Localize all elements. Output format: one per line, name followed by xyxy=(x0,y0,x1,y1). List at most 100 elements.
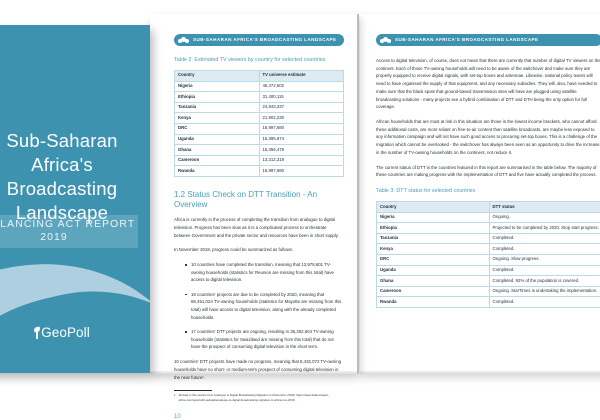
report-cover: Sub-Saharan Africa's Broadcasting Landsc… xyxy=(0,25,150,373)
cell-dtt-status: Completed. xyxy=(489,233,600,244)
table3-col-status: DTT status xyxy=(489,202,600,213)
cell-country: Uganda xyxy=(175,134,260,145)
page-right: SUB-SAHARAN AFRICA'S BROADCASTING LANDSC… xyxy=(360,14,600,374)
cell-dtt-status: Ongoing. xyxy=(489,212,600,223)
table-header-row: Country DTT status xyxy=(377,202,600,213)
table-header-row: Country TV universe estimate xyxy=(175,71,344,82)
bullet-item: 19 countries' projects are due to be com… xyxy=(186,291,344,322)
footnote-number: 1 xyxy=(174,393,176,402)
footnote-text: All data in this section from Analogue t… xyxy=(179,393,344,402)
page-shadow-right xyxy=(360,371,600,374)
left-paragraph-2: In November 2018, progress could be summ… xyxy=(174,246,344,254)
running-header-left: SUB-SAHARAN AFRICA'S BROADCASTING LANDSC… xyxy=(174,34,344,46)
running-header-label: SUB-SAHARAN AFRICA'S BROADCASTING LANDSC… xyxy=(395,38,539,43)
cell-tv-estimate: 31,400,115 xyxy=(259,92,344,103)
cell-country: Cameroon xyxy=(377,286,490,297)
bullet-item: 17 countries' DTT projects are ongoing, … xyxy=(186,328,344,351)
cell-country: DRC xyxy=(175,123,260,134)
cell-country: Rwanda xyxy=(377,297,490,308)
cell-dtt-status: Completed. xyxy=(489,244,600,255)
cell-dtt-status: Ongoing. Slow progress. xyxy=(489,255,600,266)
cover-subtitle: A BALANCING ACT REPORT 2019 xyxy=(0,215,138,248)
cloud-icon xyxy=(380,37,391,44)
cell-country: DRC xyxy=(377,255,490,266)
cell-dtt-status: Completed. xyxy=(489,297,600,308)
cell-country: Tanzania xyxy=(175,102,260,113)
left-paragraph-1: Africa is currently in the process of co… xyxy=(174,216,344,239)
footnote-block: 1 All data in this section from Analogue… xyxy=(174,390,344,403)
cell-dtt-status: Ongoing. StarTimes is undertaking the im… xyxy=(489,286,600,297)
bullet-item: 10 countries have completed the transiti… xyxy=(186,261,344,284)
cell-tv-estimate: 24,843,337 xyxy=(259,102,344,113)
table2-col-country: Country xyxy=(175,71,260,82)
left-paragraph-3: 10 countries' DTT projects have made no … xyxy=(174,358,344,381)
cell-country: Tanzania xyxy=(377,233,490,244)
cell-country: Rwanda xyxy=(175,166,260,177)
table3-col-country: Country xyxy=(377,202,490,213)
cell-dtt-status: Completed. 92% of the population is cove… xyxy=(489,276,600,287)
cell-tv-estimate: 15,997,680 xyxy=(259,166,344,177)
footnote-divider xyxy=(174,390,212,391)
table2-col-estimate: TV universe estimate xyxy=(259,71,344,82)
cell-tv-estimate: 15,395,874 xyxy=(259,134,344,145)
cell-country: Nigeria xyxy=(175,81,260,92)
right-paragraph-2: African households that are most at risk… xyxy=(376,118,600,157)
cell-country: Ethiopia xyxy=(377,223,490,234)
cloud-icon xyxy=(178,37,189,44)
page-gutter xyxy=(357,14,359,374)
table2-caption: Table 2: Estimated TV viewers by country… xyxy=(174,57,344,64)
cell-tv-estimate: 21,902,230 xyxy=(259,113,344,124)
cell-country: Kenya xyxy=(175,113,260,124)
right-paragraph-1: Access to digital television, of course,… xyxy=(376,57,600,111)
cell-country: Ghana xyxy=(175,145,260,156)
cell-country: Ghana xyxy=(377,276,490,287)
cell-country: Ethiopia xyxy=(175,92,260,103)
cell-tv-estimate: 15,997,680 xyxy=(259,123,344,134)
cell-tv-estimate: 13,312,319 xyxy=(259,155,344,166)
geopoll-logo: GeoPoll xyxy=(0,325,150,340)
cell-tv-estimate: 46,372,602 xyxy=(259,81,344,92)
page-number: 10 xyxy=(174,414,344,420)
cell-country: Kenya xyxy=(377,244,490,255)
running-header-label: SUB-SAHARAN AFRICA'S BROADCASTING LANDSC… xyxy=(193,38,337,43)
running-header-right: SUB-SAHARAN AFRICA'S BROADCASTING LANDSC… xyxy=(376,34,600,46)
geopoll-logo-text: GeoPoll xyxy=(41,325,90,340)
cover-title: Sub-Saharan Africa's Broadcasting Landsc… xyxy=(0,129,150,225)
section-heading: 1.2 Status Check on DTT Transition - An … xyxy=(174,190,344,209)
page-left: SUB-SAHARAN AFRICA'S BROADCASTING LANDSC… xyxy=(150,14,358,374)
progress-bullet-list: 10 countries have completed the transiti… xyxy=(174,261,344,351)
cell-country: Cameroon xyxy=(175,155,260,166)
cell-dtt-status: Completed. xyxy=(489,265,600,276)
document-spread: SUB-SAHARAN AFRICA'S BROADCASTING LANDSC… xyxy=(0,0,600,400)
cell-dtt-status: Projected to be completed by 2020. Stop … xyxy=(489,223,600,234)
page-shadow-left xyxy=(150,371,358,374)
table3-caption: Table 3: DTT status for selected countri… xyxy=(376,188,600,195)
cell-country: Uganda xyxy=(377,265,490,276)
location-pin-icon xyxy=(34,327,41,339)
cell-tv-estimate: 15,356,479 xyxy=(259,145,344,156)
right-paragraph-3: The current status of DTT in the countri… xyxy=(376,164,600,179)
cell-country: Nigeria xyxy=(377,212,490,223)
